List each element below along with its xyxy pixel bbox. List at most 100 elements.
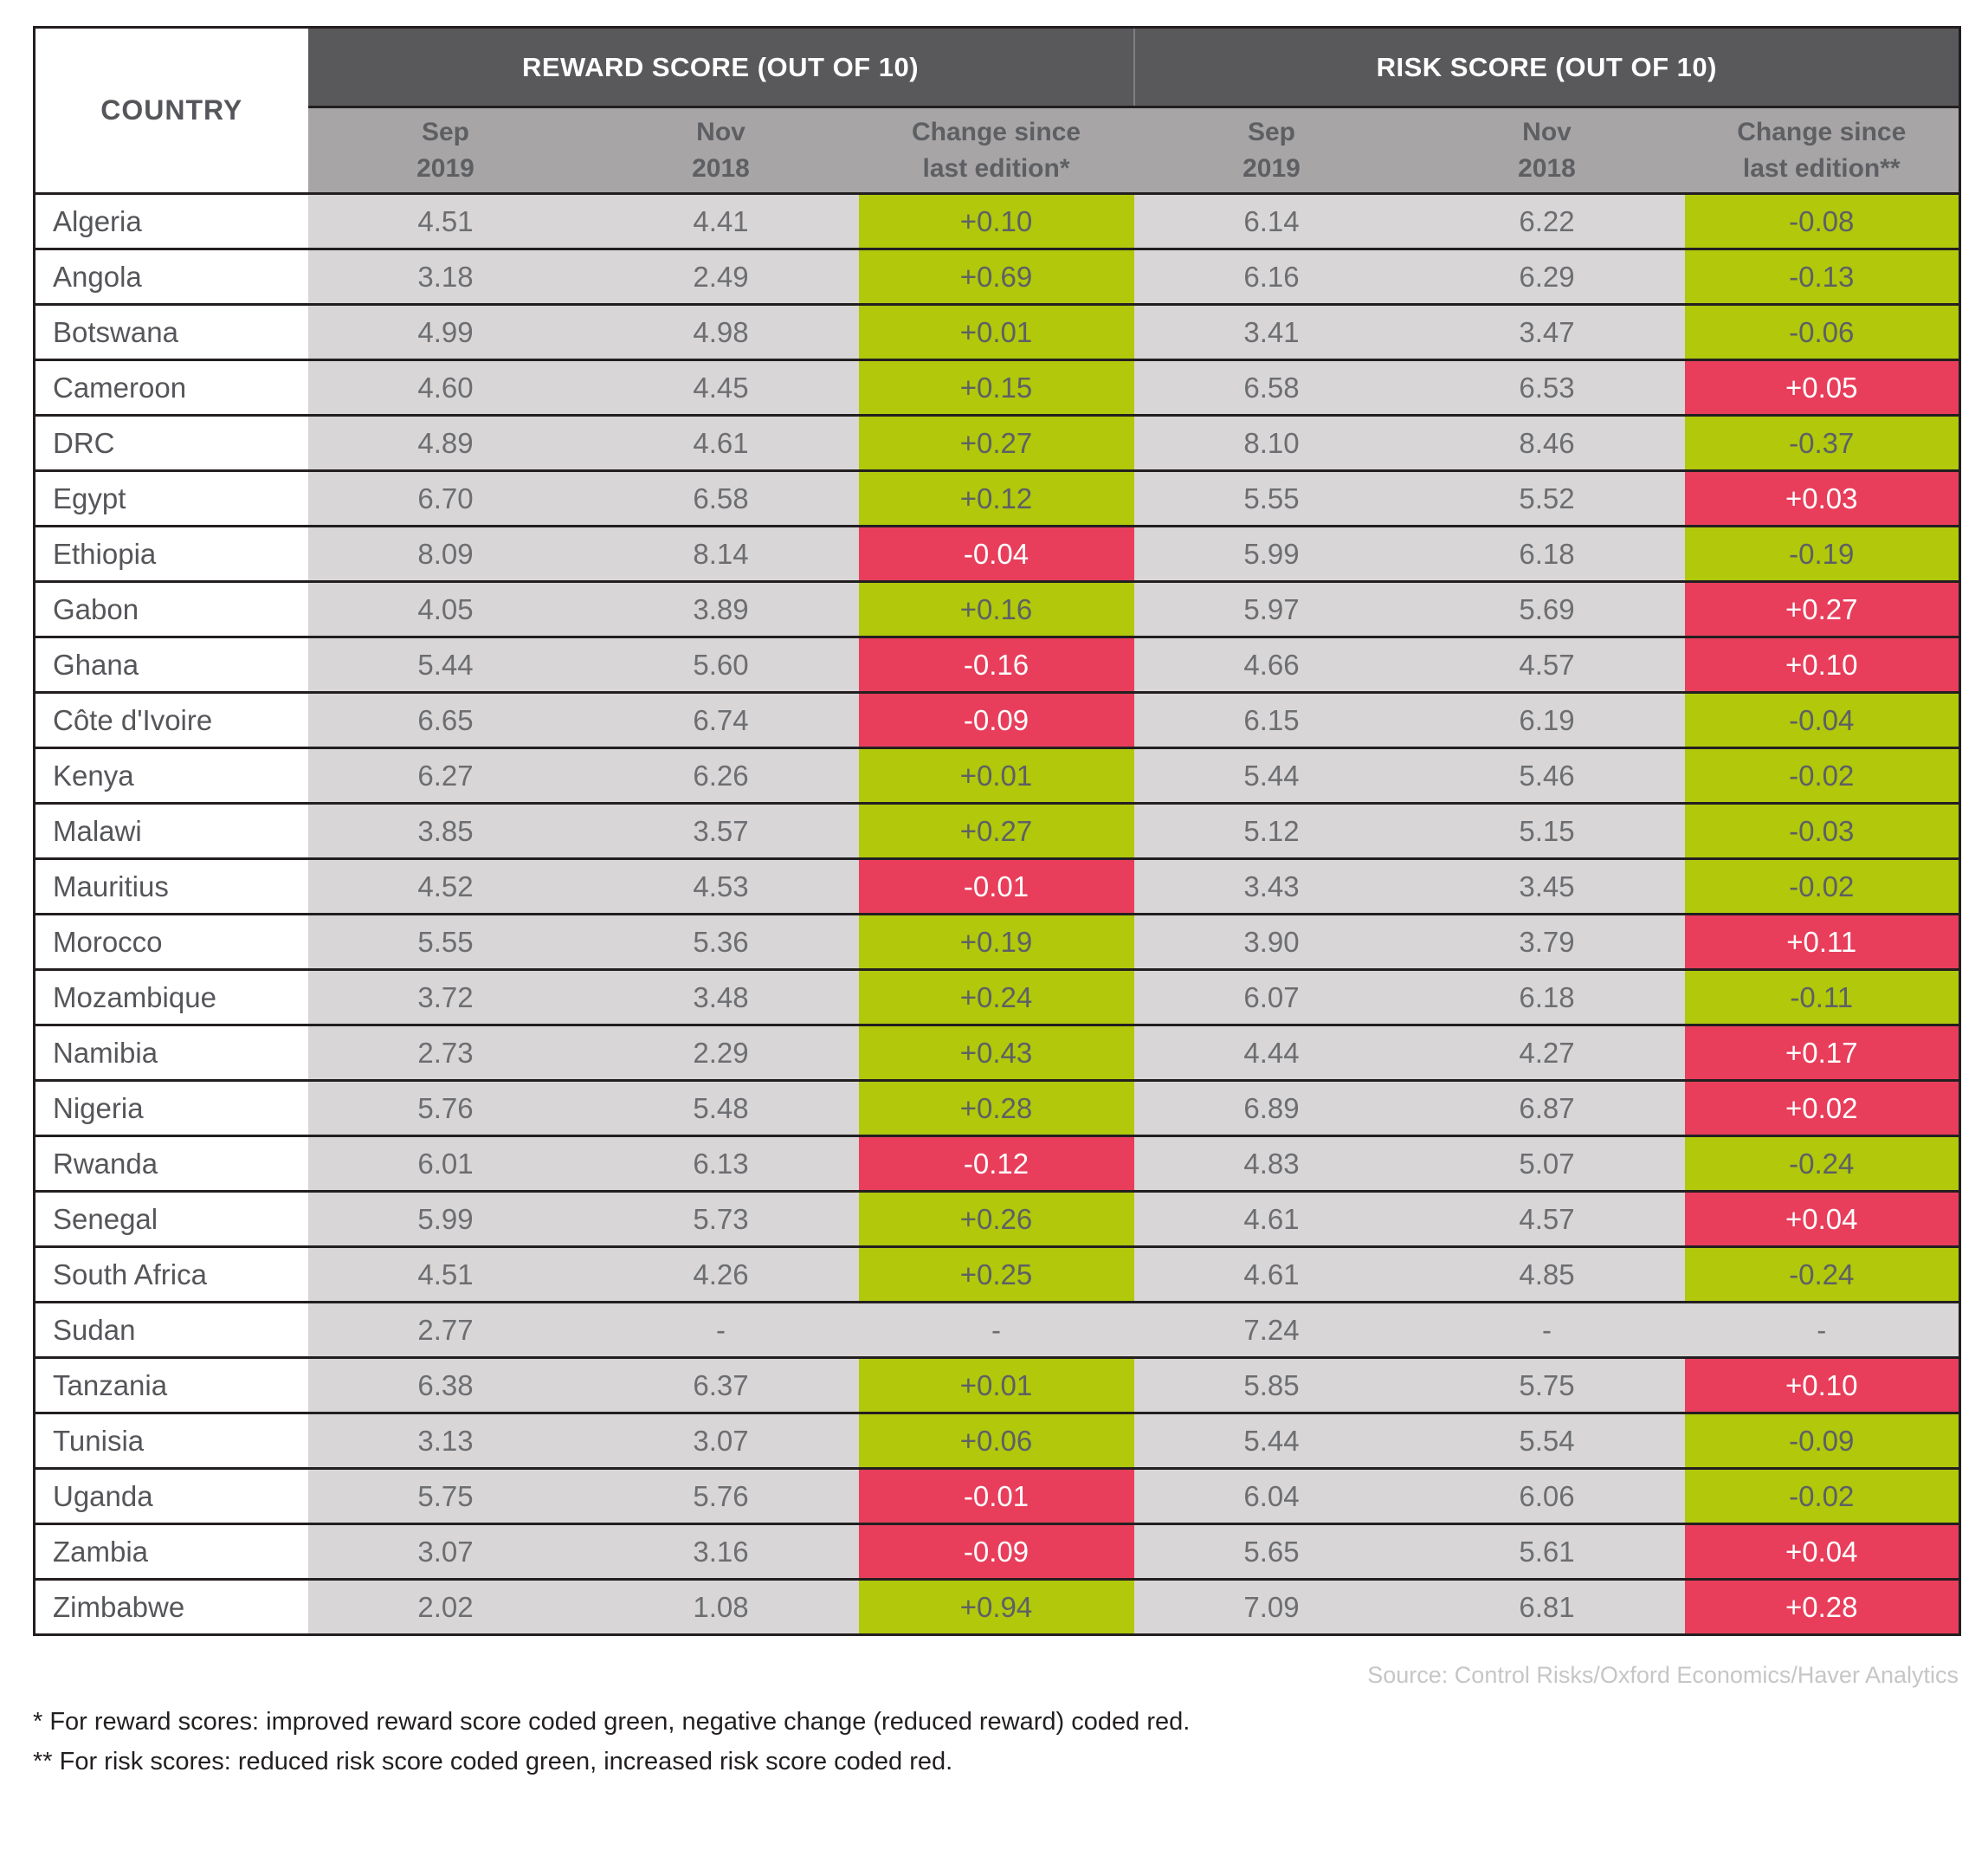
reward-change-cell: -0.01 (858, 857, 1134, 915)
country-cell: Cameroon (34, 359, 308, 417)
risk-nov-2018-cell: 5.52 (1409, 469, 1685, 527)
risk-sep-2019-cell: 4.61 (1133, 1190, 1410, 1248)
table-row: Ghana 5.44 5.60 -0.16 4.66 4.57 +0.10 (34, 636, 1960, 694)
reward-change-cell: +0.06 (858, 1412, 1134, 1470)
risk-sep-2019-cell: 6.15 (1133, 691, 1410, 749)
risk-sep-2019-cell: 5.44 (1133, 747, 1410, 805)
reward-sep-2019-cell: 8.09 (307, 525, 584, 583)
risk-nov-2018-cell: 5.61 (1409, 1523, 1685, 1581)
reward-nov-2018-cell: 3.07 (583, 1412, 859, 1470)
subheader-risk-change: Change since last edition** (1684, 106, 1960, 195)
risk-nov-2018-cell: 6.81 (1409, 1578, 1685, 1636)
reward-sep-2019-cell: 4.60 (307, 359, 584, 417)
reward-nov-2018-cell: 5.48 (583, 1079, 859, 1137)
risk-change-cell: -0.02 (1684, 857, 1960, 915)
risk-change-cell: +0.04 (1684, 1523, 1960, 1581)
risk-sep-2019-cell: 5.65 (1133, 1523, 1410, 1581)
risk-nov-2018-cell: 5.46 (1409, 747, 1685, 805)
risk-sep-2019-cell: 6.89 (1133, 1079, 1410, 1137)
country-cell: Nigeria (34, 1079, 308, 1137)
risk-change-cell: +0.05 (1684, 359, 1960, 417)
subheader-risk-sep-2019: Sep 2019 (1133, 106, 1410, 195)
reward-change-cell: +0.27 (858, 414, 1134, 472)
risk-sep-2019-cell: 4.66 (1133, 636, 1410, 694)
risk-sep-2019-cell: 5.85 (1133, 1356, 1410, 1414)
reward-sep-2019-cell: 6.27 (307, 747, 584, 805)
reward-nov-2018-cell: 2.49 (583, 248, 859, 306)
footnote-reward-scores: * For reward scores: improved reward sco… (33, 1708, 1191, 1736)
risk-sep-2019-cell: 4.44 (1133, 1024, 1410, 1082)
reward-sep-2019-cell: 4.99 (307, 303, 584, 361)
risk-change-cell: -0.09 (1684, 1412, 1960, 1470)
risk-sep-2019-cell: 7.09 (1133, 1578, 1410, 1636)
risk-nov-2018-cell: 3.47 (1409, 303, 1685, 361)
reward-sep-2019-cell: 6.65 (307, 691, 584, 749)
reward-sep-2019-cell: 5.75 (307, 1467, 584, 1525)
reward-nov-2018-cell: 3.57 (583, 802, 859, 860)
reward-nov-2018-cell: 4.45 (583, 359, 859, 417)
reward-change-cell: +0.12 (858, 469, 1134, 527)
table-body: Algeria 4.51 4.41 +0.10 6.14 6.22 -0.08 Angola 3… (34, 192, 1960, 1636)
risk-nov-2018-cell: 4.27 (1409, 1024, 1685, 1082)
risk-nov-2018-cell: 3.45 (1409, 857, 1685, 915)
risk-change-cell: +0.17 (1684, 1024, 1960, 1082)
risk-change-cell: -0.24 (1684, 1245, 1960, 1303)
risk-change-cell: -0.24 (1684, 1135, 1960, 1193)
reward-nov-2018-cell: 5.60 (583, 636, 859, 694)
country-cell: DRC (34, 414, 308, 472)
table-row: Tunisia 3.13 3.07 +0.06 5.44 5.54 -0.09 (34, 1412, 1960, 1470)
country-cell: Zambia (34, 1523, 308, 1581)
table-row: Mauritius 4.52 4.53 -0.01 3.43 3.45 -0.02 (34, 857, 1960, 915)
reward-nov-2018-cell: 4.98 (583, 303, 859, 361)
group-header-row: COUNTRY REWARD SCORE (OUT OF 10) RISK SC… (34, 26, 1960, 195)
country-cell: Sudan (34, 1301, 308, 1359)
risk-change-cell: -0.13 (1684, 248, 1960, 306)
reward-nov-2018-cell: 1.08 (583, 1578, 859, 1636)
reward-change-cell: +0.16 (858, 580, 1134, 638)
risk-nov-2018-cell: - (1409, 1301, 1685, 1359)
risk-change-cell: +0.28 (1684, 1578, 1960, 1636)
reward-change-cell: +0.43 (858, 1024, 1134, 1082)
reward-sep-2019-cell: 2.73 (307, 1024, 584, 1082)
reward-change-cell: -0.12 (858, 1135, 1134, 1193)
risk-change-cell: +0.27 (1684, 580, 1960, 638)
reward-change-cell: -0.09 (858, 691, 1134, 749)
reward-sep-2019-cell: 5.76 (307, 1079, 584, 1137)
risk-group-header: RISK SCORE (OUT OF 10) (1133, 26, 1960, 108)
risk-change-cell: -0.03 (1684, 802, 1960, 860)
reward-sep-2019-cell: 6.01 (307, 1135, 584, 1193)
reward-sep-2019-cell: 2.02 (307, 1578, 584, 1636)
risk-sep-2019-cell: 4.83 (1133, 1135, 1410, 1193)
country-cell: Senegal (34, 1190, 308, 1248)
risk-change-cell: -0.08 (1684, 192, 1960, 250)
reward-sep-2019-cell: 5.55 (307, 913, 584, 971)
risk-nov-2018-cell: 6.87 (1409, 1079, 1685, 1137)
subheader-risk-nov-2018: Nov 2018 (1409, 106, 1685, 195)
table-row: Algeria 4.51 4.41 +0.10 6.14 6.22 -0.08 (34, 192, 1960, 250)
reward-nov-2018-cell: 3.48 (583, 968, 859, 1026)
country-cell: Gabon (34, 580, 308, 638)
country-cell: Angola (34, 248, 308, 306)
table-row: Zambia 3.07 3.16 -0.09 5.65 5.61 +0.04 (34, 1523, 1960, 1581)
subheader-reward-sep-2019: Sep 2019 (307, 106, 584, 195)
reward-nov-2018-cell: 3.89 (583, 580, 859, 638)
reward-change-cell: +0.27 (858, 802, 1134, 860)
table-row: Tanzania 6.38 6.37 +0.01 5.85 5.75 +0.10 (34, 1356, 1960, 1414)
subheader-reward-nov-2018: Nov 2018 (583, 106, 859, 195)
risk-sep-2019-cell: 3.41 (1133, 303, 1410, 361)
reward-nov-2018-cell: 6.58 (583, 469, 859, 527)
country-cell: Côte d'Ivoire (34, 691, 308, 749)
risk-sep-2019-cell: 5.44 (1133, 1412, 1410, 1470)
reward-change-cell: -0.01 (858, 1467, 1134, 1525)
sub-header-row: Sep 2019 Nov 2018 Change since last edit… (35, 106, 1960, 195)
reward-nov-2018-cell: 4.61 (583, 414, 859, 472)
reward-change-cell: +0.01 (858, 303, 1134, 361)
reward-sep-2019-cell: 4.51 (307, 1245, 584, 1303)
reward-sep-2019-cell: 4.51 (307, 192, 584, 250)
reward-sep-2019-cell: 3.07 (307, 1523, 584, 1581)
risk-change-cell: -0.02 (1684, 1467, 1960, 1525)
country-cell: Morocco (34, 913, 308, 971)
reward-change-cell: +0.28 (858, 1079, 1134, 1137)
reward-nov-2018-cell: 8.14 (583, 525, 859, 583)
reward-sep-2019-cell: 4.89 (307, 414, 584, 472)
